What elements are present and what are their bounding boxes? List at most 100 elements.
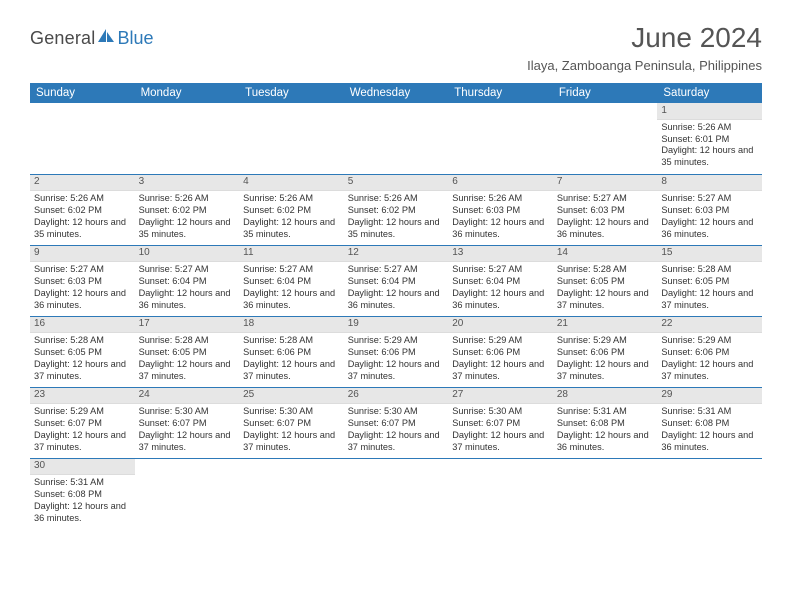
sunset-line: Sunset: 6:08 PM xyxy=(34,489,131,501)
sunrise-line: Sunrise: 5:31 AM xyxy=(557,406,654,418)
sunset-line: Sunset: 6:02 PM xyxy=(243,205,340,217)
day-number: 8 xyxy=(657,175,762,192)
day-number: 29 xyxy=(657,388,762,405)
daylight-line: Daylight: 12 hours and 37 minutes. xyxy=(348,359,445,383)
day-number: 26 xyxy=(344,388,449,405)
calendar-day-cell xyxy=(448,458,553,529)
calendar-day-cell: 3Sunrise: 5:26 AMSunset: 6:02 PMDaylight… xyxy=(135,174,240,245)
sunset-line: Sunset: 6:03 PM xyxy=(34,276,131,288)
daylight-line: Daylight: 12 hours and 36 minutes. xyxy=(452,288,549,312)
day-details: Sunrise: 5:27 AMSunset: 6:04 PMDaylight:… xyxy=(239,262,344,314)
daylight-line: Daylight: 12 hours and 37 minutes. xyxy=(139,430,236,454)
sunrise-line: Sunrise: 5:30 AM xyxy=(348,406,445,418)
weekday-header: Wednesday xyxy=(344,83,449,103)
sunset-line: Sunset: 6:02 PM xyxy=(139,205,236,217)
sunrise-line: Sunrise: 5:31 AM xyxy=(34,477,131,489)
day-details: Sunrise: 5:30 AMSunset: 6:07 PMDaylight:… xyxy=(448,404,553,456)
calendar-day-cell: 27Sunrise: 5:30 AMSunset: 6:07 PMDayligh… xyxy=(448,387,553,458)
daylight-line: Daylight: 12 hours and 37 minutes. xyxy=(557,288,654,312)
daylight-line: Daylight: 12 hours and 37 minutes. xyxy=(243,359,340,383)
weekday-header: Sunday xyxy=(30,83,135,103)
calendar-day-cell: 13Sunrise: 5:27 AMSunset: 6:04 PMDayligh… xyxy=(448,245,553,316)
calendar-day-cell: 4Sunrise: 5:26 AMSunset: 6:02 PMDaylight… xyxy=(239,174,344,245)
day-number: 22 xyxy=(657,317,762,334)
daylight-line: Daylight: 12 hours and 35 minutes. xyxy=(348,217,445,241)
calendar-day-cell: 14Sunrise: 5:28 AMSunset: 6:05 PMDayligh… xyxy=(553,245,658,316)
day-number: 6 xyxy=(448,175,553,192)
daylight-line: Daylight: 12 hours and 36 minutes. xyxy=(452,217,549,241)
day-details: Sunrise: 5:29 AMSunset: 6:06 PMDaylight:… xyxy=(448,333,553,385)
daylight-line: Daylight: 12 hours and 36 minutes. xyxy=(661,217,758,241)
calendar-table: Sunday Monday Tuesday Wednesday Thursday… xyxy=(30,83,762,529)
daylight-line: Daylight: 12 hours and 37 minutes. xyxy=(452,359,549,383)
sunrise-line: Sunrise: 5:27 AM xyxy=(34,264,131,276)
sunrise-line: Sunrise: 5:28 AM xyxy=(557,264,654,276)
day-details: Sunrise: 5:28 AMSunset: 6:06 PMDaylight:… xyxy=(239,333,344,385)
daylight-line: Daylight: 12 hours and 36 minutes. xyxy=(661,430,758,454)
day-number: 5 xyxy=(344,175,449,192)
daylight-line: Daylight: 12 hours and 36 minutes. xyxy=(557,217,654,241)
daylight-line: Daylight: 12 hours and 36 minutes. xyxy=(557,430,654,454)
day-details: Sunrise: 5:26 AMSunset: 6:02 PMDaylight:… xyxy=(239,191,344,243)
day-number: 25 xyxy=(239,388,344,405)
day-details: Sunrise: 5:28 AMSunset: 6:05 PMDaylight:… xyxy=(135,333,240,385)
day-number: 1 xyxy=(657,103,762,120)
day-number: 15 xyxy=(657,246,762,263)
day-number: 11 xyxy=(239,246,344,263)
daylight-line: Daylight: 12 hours and 37 minutes. xyxy=(661,359,758,383)
daylight-line: Daylight: 12 hours and 37 minutes. xyxy=(243,430,340,454)
calendar-day-cell: 19Sunrise: 5:29 AMSunset: 6:06 PMDayligh… xyxy=(344,316,449,387)
daylight-line: Daylight: 12 hours and 36 minutes. xyxy=(34,501,131,525)
day-number: 2 xyxy=(30,175,135,192)
day-number: 19 xyxy=(344,317,449,334)
sunrise-line: Sunrise: 5:29 AM xyxy=(34,406,131,418)
calendar-day-cell: 17Sunrise: 5:28 AMSunset: 6:05 PMDayligh… xyxy=(135,316,240,387)
brand-logo: General Blue xyxy=(30,28,153,49)
location-subtitle: Ilaya, Zamboanga Peninsula, Philippines xyxy=(527,58,762,73)
sunset-line: Sunset: 6:04 PM xyxy=(452,276,549,288)
sunset-line: Sunset: 6:01 PM xyxy=(661,134,758,146)
day-number: 28 xyxy=(553,388,658,405)
day-number: 14 xyxy=(553,246,658,263)
day-number: 23 xyxy=(30,388,135,405)
sunset-line: Sunset: 6:07 PM xyxy=(243,418,340,430)
daylight-line: Daylight: 12 hours and 37 minutes. xyxy=(139,359,236,383)
sunrise-line: Sunrise: 5:27 AM xyxy=(139,264,236,276)
sunrise-line: Sunrise: 5:29 AM xyxy=(557,335,654,347)
day-number: 12 xyxy=(344,246,449,263)
sunset-line: Sunset: 6:05 PM xyxy=(34,347,131,359)
sunset-line: Sunset: 6:05 PM xyxy=(139,347,236,359)
sunset-line: Sunset: 6:03 PM xyxy=(661,205,758,217)
calendar-day-cell: 6Sunrise: 5:26 AMSunset: 6:03 PMDaylight… xyxy=(448,174,553,245)
day-details: Sunrise: 5:27 AMSunset: 6:04 PMDaylight:… xyxy=(135,262,240,314)
sunset-line: Sunset: 6:06 PM xyxy=(243,347,340,359)
day-details: Sunrise: 5:26 AMSunset: 6:02 PMDaylight:… xyxy=(135,191,240,243)
calendar-day-cell xyxy=(553,103,658,174)
calendar-day-cell xyxy=(344,103,449,174)
day-details: Sunrise: 5:28 AMSunset: 6:05 PMDaylight:… xyxy=(553,262,658,314)
day-details: Sunrise: 5:28 AMSunset: 6:05 PMDaylight:… xyxy=(30,333,135,385)
calendar-day-cell xyxy=(135,103,240,174)
sunset-line: Sunset: 6:07 PM xyxy=(452,418,549,430)
calendar-day-cell: 7Sunrise: 5:27 AMSunset: 6:03 PMDaylight… xyxy=(553,174,658,245)
day-details: Sunrise: 5:26 AMSunset: 6:02 PMDaylight:… xyxy=(344,191,449,243)
calendar-day-cell: 22Sunrise: 5:29 AMSunset: 6:06 PMDayligh… xyxy=(657,316,762,387)
calendar-day-cell: 15Sunrise: 5:28 AMSunset: 6:05 PMDayligh… xyxy=(657,245,762,316)
day-details: Sunrise: 5:29 AMSunset: 6:07 PMDaylight:… xyxy=(30,404,135,456)
calendar-page: General Blue June 2024 Ilaya, Zamboanga … xyxy=(0,0,792,551)
day-details: Sunrise: 5:27 AMSunset: 6:03 PMDaylight:… xyxy=(657,191,762,243)
daylight-line: Daylight: 12 hours and 37 minutes. xyxy=(34,430,131,454)
day-details: Sunrise: 5:30 AMSunset: 6:07 PMDaylight:… xyxy=(135,404,240,456)
calendar-day-cell: 28Sunrise: 5:31 AMSunset: 6:08 PMDayligh… xyxy=(553,387,658,458)
day-number: 17 xyxy=(135,317,240,334)
calendar-day-cell: 16Sunrise: 5:28 AMSunset: 6:05 PMDayligh… xyxy=(30,316,135,387)
sunrise-line: Sunrise: 5:30 AM xyxy=(243,406,340,418)
calendar-day-cell: 26Sunrise: 5:30 AMSunset: 6:07 PMDayligh… xyxy=(344,387,449,458)
calendar-day-cell xyxy=(30,103,135,174)
day-details: Sunrise: 5:26 AMSunset: 6:02 PMDaylight:… xyxy=(30,191,135,243)
day-details: Sunrise: 5:26 AMSunset: 6:01 PMDaylight:… xyxy=(657,120,762,172)
calendar-week-row: 2Sunrise: 5:26 AMSunset: 6:02 PMDaylight… xyxy=(30,174,762,245)
sunrise-line: Sunrise: 5:26 AM xyxy=(34,193,131,205)
sunset-line: Sunset: 6:07 PM xyxy=(348,418,445,430)
sunset-line: Sunset: 6:02 PM xyxy=(34,205,131,217)
